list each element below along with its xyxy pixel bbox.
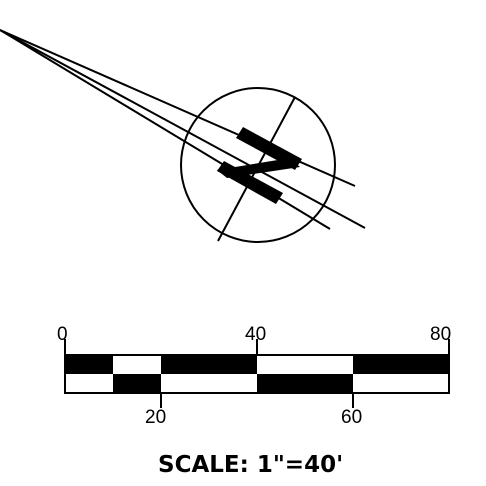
scale-tick-label-20: 20 [145,407,166,428]
scale-tick-label-60: 60 [341,407,362,428]
north-letter [217,127,302,204]
scale-bar-segment [353,355,449,374]
north-arrow-line [0,29,366,229]
north-letter-stroke-bottom [217,161,283,204]
north-arrow-line [0,29,331,230]
scale-bar: 0 40 80 20 60 [57,324,451,428]
north-arrow-circle [180,87,336,243]
scale-bar-segment [113,374,161,393]
scale-tick-label-80: 80 [430,324,451,345]
scale-tick-label-40: 40 [245,324,266,345]
scale-bar-segment [65,355,113,374]
scale-bar-segment [161,355,257,374]
north-arrow-line [0,29,356,187]
scale-bar-segment [257,374,353,393]
scale-caption: SCALE: 1"=40' [158,452,343,478]
scale-tick-label-0: 0 [57,324,68,345]
north-arrow-icon [0,29,366,243]
